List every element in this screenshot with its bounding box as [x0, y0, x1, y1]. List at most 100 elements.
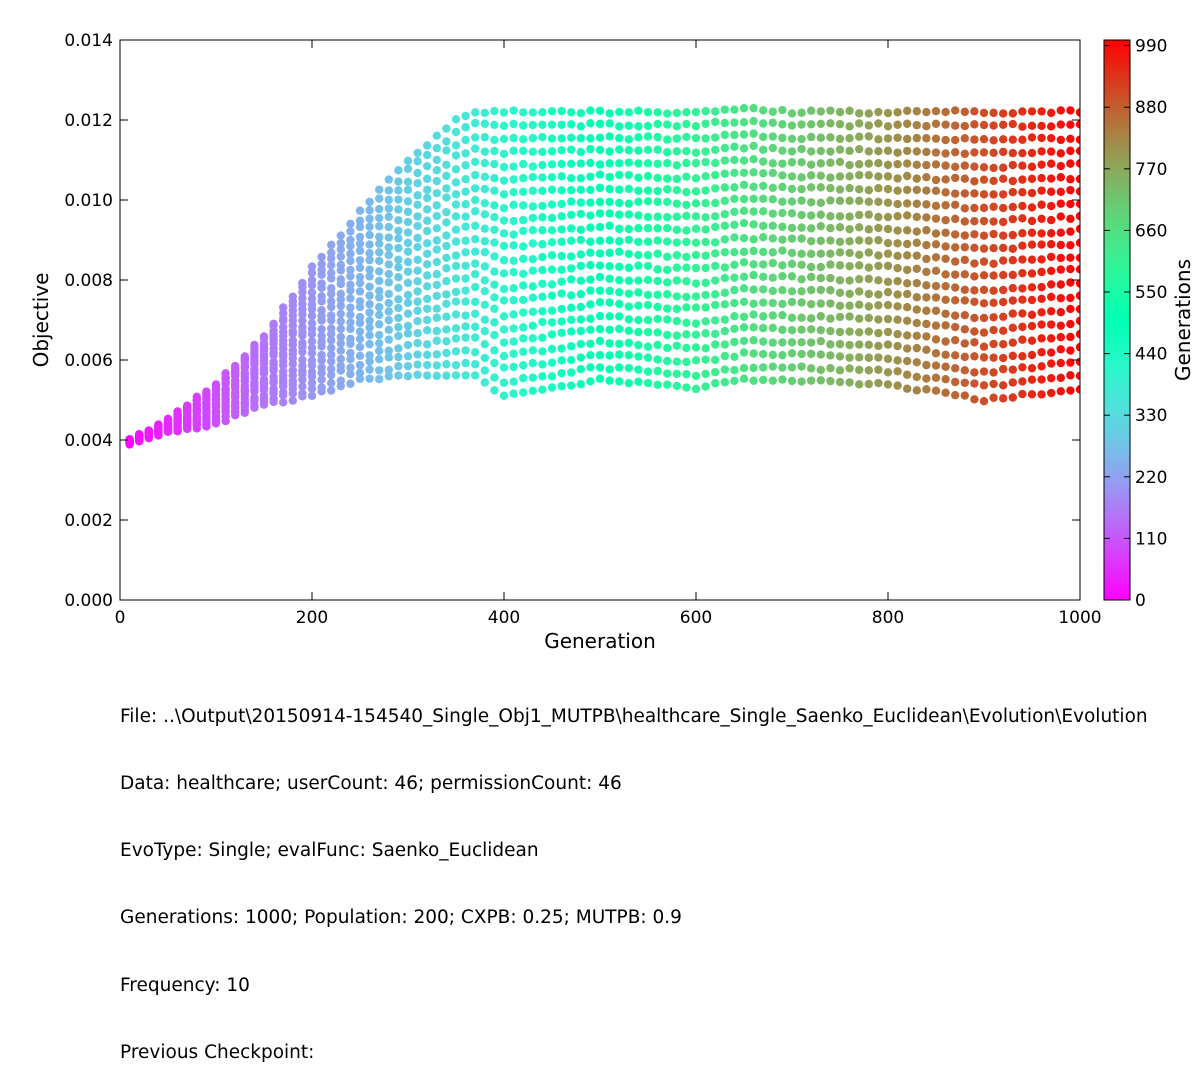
data-point — [787, 121, 797, 130]
data-point — [999, 270, 1008, 280]
data-point — [451, 310, 461, 319]
data-point — [1047, 187, 1056, 196]
data-point — [711, 249, 720, 258]
data-point — [1056, 280, 1066, 289]
data-point — [519, 121, 528, 130]
data-point — [989, 148, 998, 158]
data-point — [951, 189, 960, 198]
data-point — [720, 156, 729, 165]
data-point — [701, 225, 710, 234]
data-point — [567, 224, 576, 233]
data-point — [519, 334, 528, 343]
data-point — [979, 313, 989, 323]
data-point — [317, 350, 326, 360]
data-point — [365, 291, 374, 300]
data-point — [749, 141, 758, 151]
data-point — [778, 325, 787, 335]
data-point — [490, 280, 499, 289]
data-point — [557, 265, 566, 274]
data-point — [816, 198, 825, 207]
data-point — [730, 233, 739, 242]
data-point — [528, 147, 537, 156]
data-point — [816, 133, 825, 142]
data-point — [912, 386, 921, 395]
data-point — [384, 233, 393, 242]
data-point — [855, 261, 864, 270]
data-point — [912, 278, 921, 288]
data-point — [480, 147, 489, 156]
evotype-line: EvoType: Single; evalFunc: Saenko_Euclid… — [120, 840, 539, 862]
data-point — [768, 258, 777, 268]
data-point — [864, 132, 873, 141]
data-point — [835, 301, 845, 311]
data-point — [653, 224, 662, 233]
data-point — [538, 317, 547, 327]
data-point — [682, 292, 691, 302]
data-point — [787, 184, 797, 194]
data-point — [672, 263, 681, 272]
data-point — [346, 369, 355, 379]
data-point — [749, 207, 758, 216]
data-point — [903, 171, 912, 181]
data-point — [893, 276, 902, 286]
data-point — [327, 336, 336, 345]
data-point — [327, 297, 336, 306]
data-point — [691, 384, 701, 394]
data-point — [538, 186, 547, 196]
data-point — [749, 220, 758, 229]
data-point — [999, 285, 1008, 295]
data-point — [922, 254, 931, 264]
data-point — [1037, 214, 1046, 224]
data-point — [336, 354, 345, 364]
data-point — [768, 376, 777, 385]
data-point — [759, 349, 768, 359]
data-point — [480, 119, 489, 128]
data-point — [816, 273, 825, 283]
data-point — [1037, 375, 1046, 384]
data-point — [355, 287, 365, 296]
data-point — [730, 194, 739, 204]
data-point — [845, 276, 854, 285]
data-point — [519, 173, 528, 183]
data-point — [1027, 240, 1037, 249]
data-point — [787, 134, 797, 143]
data-point — [960, 339, 969, 348]
x-tick-label: 1000 — [1058, 608, 1101, 628]
data-point — [538, 292, 547, 301]
data-point — [432, 188, 441, 198]
data-point — [1018, 363, 1027, 372]
data-point — [557, 120, 566, 129]
data-point — [624, 338, 633, 348]
y-tick-label: 0.006 — [64, 351, 113, 371]
data-point — [663, 197, 672, 207]
data-point — [999, 381, 1008, 390]
data-point — [768, 159, 777, 168]
data-point — [778, 182, 787, 192]
data-point — [442, 371, 451, 380]
data-point — [778, 120, 787, 129]
data-point — [1027, 228, 1037, 237]
data-point — [797, 234, 806, 243]
data-point — [979, 381, 989, 390]
data-point — [711, 145, 720, 155]
data-point — [941, 242, 950, 251]
data-point — [663, 380, 672, 389]
data-point — [989, 202, 998, 211]
data-point — [384, 278, 393, 287]
data-point — [730, 260, 739, 270]
data-point — [1018, 268, 1027, 278]
data-point — [355, 263, 365, 272]
data-point — [749, 363, 758, 373]
data-point — [893, 367, 902, 376]
data-point — [634, 224, 643, 233]
data-point — [1037, 200, 1046, 209]
data-point — [576, 122, 585, 131]
data-point — [375, 232, 384, 242]
data-point — [480, 108, 489, 118]
data-point — [711, 198, 720, 208]
data-point — [1056, 120, 1066, 129]
data-point — [855, 328, 864, 337]
data-point — [605, 159, 614, 168]
data-point — [375, 366, 384, 375]
data-point — [672, 212, 681, 221]
